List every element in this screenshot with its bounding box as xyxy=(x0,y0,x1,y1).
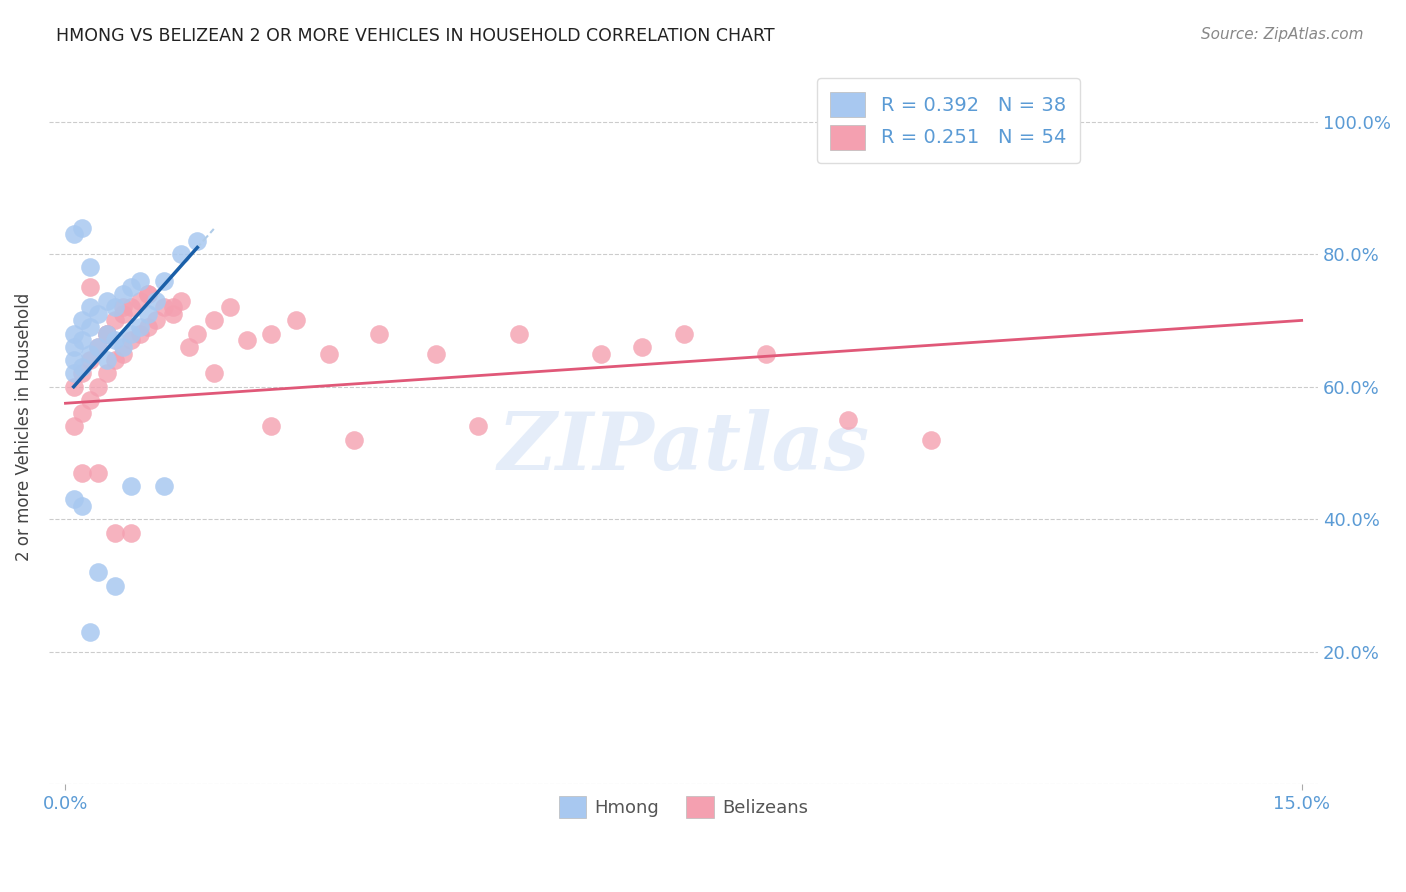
Point xyxy=(202,367,225,381)
Point xyxy=(837,413,859,427)
Point xyxy=(62,380,84,394)
Point xyxy=(162,300,184,314)
Point xyxy=(145,293,167,308)
Point xyxy=(70,220,93,235)
Point xyxy=(162,307,184,321)
Point xyxy=(79,320,101,334)
Point xyxy=(120,326,142,341)
Point xyxy=(104,300,127,314)
Point xyxy=(186,326,208,341)
Point xyxy=(104,353,127,368)
Point xyxy=(343,433,366,447)
Point xyxy=(467,419,489,434)
Point xyxy=(153,300,176,314)
Point xyxy=(87,340,110,354)
Point xyxy=(128,326,150,341)
Point xyxy=(79,624,101,639)
Point xyxy=(62,367,84,381)
Point xyxy=(120,479,142,493)
Point xyxy=(755,346,778,360)
Point xyxy=(177,340,200,354)
Point xyxy=(104,525,127,540)
Point xyxy=(367,326,389,341)
Point xyxy=(96,326,118,341)
Point xyxy=(79,280,101,294)
Point xyxy=(62,326,84,341)
Point xyxy=(70,406,93,420)
Point xyxy=(219,300,242,314)
Point xyxy=(202,313,225,327)
Point xyxy=(318,346,340,360)
Point xyxy=(672,326,695,341)
Point xyxy=(128,293,150,308)
Point xyxy=(120,525,142,540)
Point xyxy=(153,274,176,288)
Point xyxy=(136,307,159,321)
Point xyxy=(260,326,283,341)
Point xyxy=(631,340,654,354)
Point xyxy=(70,359,93,374)
Point xyxy=(145,313,167,327)
Point xyxy=(104,578,127,592)
Point xyxy=(112,307,135,321)
Point xyxy=(87,340,110,354)
Y-axis label: 2 or more Vehicles in Household: 2 or more Vehicles in Household xyxy=(15,293,32,560)
Point xyxy=(96,353,118,368)
Point xyxy=(128,320,150,334)
Point xyxy=(136,286,159,301)
Point xyxy=(170,247,193,261)
Point xyxy=(112,300,135,314)
Point xyxy=(79,300,101,314)
Point xyxy=(425,346,447,360)
Point xyxy=(96,367,118,381)
Point xyxy=(87,307,110,321)
Point xyxy=(70,499,93,513)
Point xyxy=(70,367,93,381)
Point xyxy=(79,346,101,360)
Point xyxy=(170,293,193,308)
Point xyxy=(79,353,101,368)
Point xyxy=(87,380,110,394)
Point xyxy=(104,334,127,348)
Point xyxy=(62,353,84,368)
Point xyxy=(70,313,93,327)
Point xyxy=(136,286,159,301)
Point xyxy=(591,346,613,360)
Point xyxy=(96,326,118,341)
Point xyxy=(62,227,84,242)
Point xyxy=(96,326,118,341)
Point xyxy=(96,293,118,308)
Legend: Hmong, Belizeans: Hmong, Belizeans xyxy=(551,789,815,825)
Point xyxy=(153,479,176,493)
Point xyxy=(87,566,110,580)
Point xyxy=(62,419,84,434)
Point xyxy=(79,260,101,275)
Point xyxy=(70,334,93,348)
Point xyxy=(62,492,84,507)
Point xyxy=(136,320,159,334)
Point xyxy=(120,334,142,348)
Point xyxy=(112,340,135,354)
Point xyxy=(508,326,530,341)
Point xyxy=(285,313,308,327)
Point xyxy=(87,466,110,480)
Point xyxy=(260,419,283,434)
Point xyxy=(104,313,127,327)
Point xyxy=(79,392,101,407)
Point xyxy=(128,274,150,288)
Point xyxy=(120,300,142,314)
Text: ZIPatlas: ZIPatlas xyxy=(498,409,870,487)
Point xyxy=(62,340,84,354)
Point xyxy=(112,286,135,301)
Point xyxy=(236,334,259,348)
Point xyxy=(112,346,135,360)
Point xyxy=(120,280,142,294)
Point xyxy=(186,234,208,248)
Point xyxy=(70,466,93,480)
Point xyxy=(920,433,942,447)
Text: Source: ZipAtlas.com: Source: ZipAtlas.com xyxy=(1201,27,1364,42)
Text: HMONG VS BELIZEAN 2 OR MORE VEHICLES IN HOUSEHOLD CORRELATION CHART: HMONG VS BELIZEAN 2 OR MORE VEHICLES IN … xyxy=(56,27,775,45)
